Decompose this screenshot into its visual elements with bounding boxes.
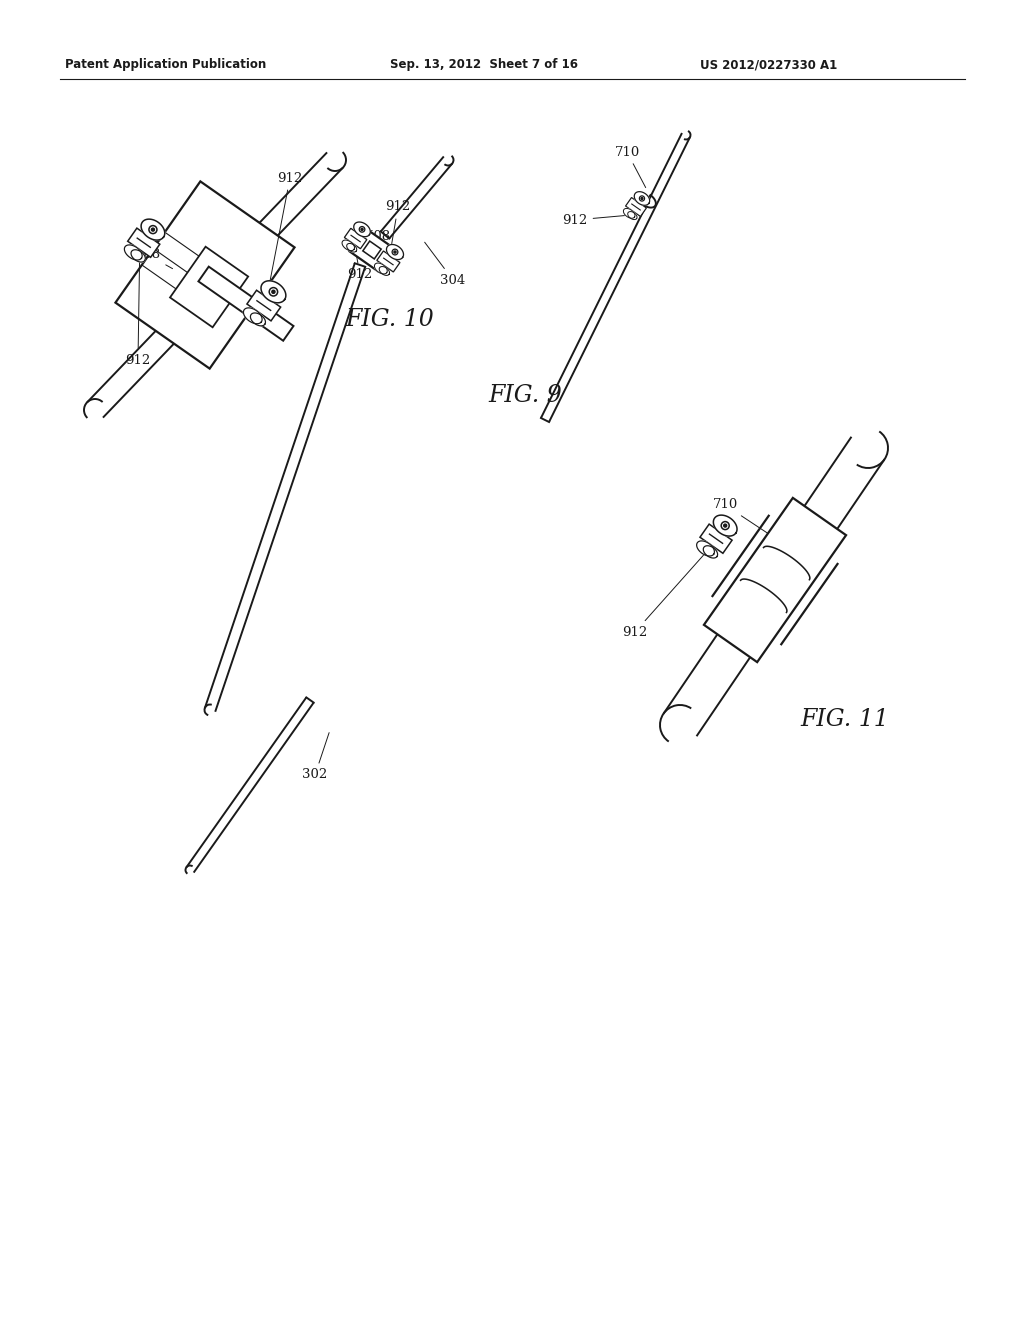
Polygon shape (124, 246, 142, 260)
Polygon shape (703, 498, 846, 663)
Polygon shape (244, 308, 262, 323)
Polygon shape (131, 249, 145, 263)
Circle shape (394, 251, 396, 253)
Polygon shape (377, 251, 400, 272)
Circle shape (641, 198, 643, 199)
Circle shape (361, 228, 364, 231)
Circle shape (269, 288, 278, 296)
Text: 302: 302 (302, 733, 329, 781)
Circle shape (359, 227, 365, 232)
Polygon shape (714, 515, 737, 536)
Text: 912: 912 (562, 214, 629, 227)
Circle shape (148, 226, 157, 234)
Circle shape (639, 195, 644, 201)
Polygon shape (128, 228, 160, 257)
Polygon shape (141, 219, 165, 240)
Polygon shape (199, 267, 294, 341)
Text: 710: 710 (713, 499, 791, 549)
Text: 508: 508 (135, 248, 173, 269)
Text: Sep. 13, 2012  Sheet 7 of 16: Sep. 13, 2012 Sheet 7 of 16 (390, 58, 578, 71)
Text: 508: 508 (366, 231, 390, 243)
Polygon shape (703, 545, 718, 558)
Text: 912: 912 (125, 251, 151, 367)
Polygon shape (116, 181, 295, 368)
Text: Patent Application Publication: Patent Application Publication (65, 58, 266, 71)
Text: 912: 912 (268, 172, 303, 290)
Circle shape (724, 524, 727, 527)
Polygon shape (700, 524, 732, 553)
Polygon shape (344, 228, 367, 248)
Circle shape (721, 521, 729, 529)
Text: FIG. 9: FIG. 9 (488, 384, 562, 407)
Text: 912: 912 (385, 201, 411, 248)
Polygon shape (261, 281, 286, 302)
Polygon shape (628, 211, 637, 219)
Polygon shape (624, 209, 635, 218)
Polygon shape (347, 243, 356, 252)
Text: 912: 912 (347, 253, 373, 281)
Text: US 2012/0227330 A1: US 2012/0227330 A1 (700, 58, 838, 71)
Polygon shape (353, 222, 371, 236)
Polygon shape (626, 198, 646, 216)
Text: 304: 304 (425, 243, 466, 286)
Text: 710: 710 (614, 145, 646, 187)
Polygon shape (362, 242, 381, 259)
Polygon shape (247, 290, 281, 321)
Polygon shape (251, 313, 265, 326)
Text: FIG. 10: FIG. 10 (345, 309, 434, 331)
Text: FIG. 11: FIG. 11 (800, 709, 889, 731)
Circle shape (392, 249, 398, 255)
Polygon shape (696, 541, 715, 556)
Circle shape (152, 228, 155, 231)
Polygon shape (170, 247, 248, 327)
Polygon shape (379, 267, 389, 276)
Polygon shape (375, 263, 387, 275)
Polygon shape (342, 240, 354, 251)
Text: 912: 912 (623, 549, 710, 639)
Polygon shape (386, 244, 403, 260)
Polygon shape (349, 228, 394, 272)
Polygon shape (634, 191, 649, 206)
Circle shape (271, 290, 275, 293)
